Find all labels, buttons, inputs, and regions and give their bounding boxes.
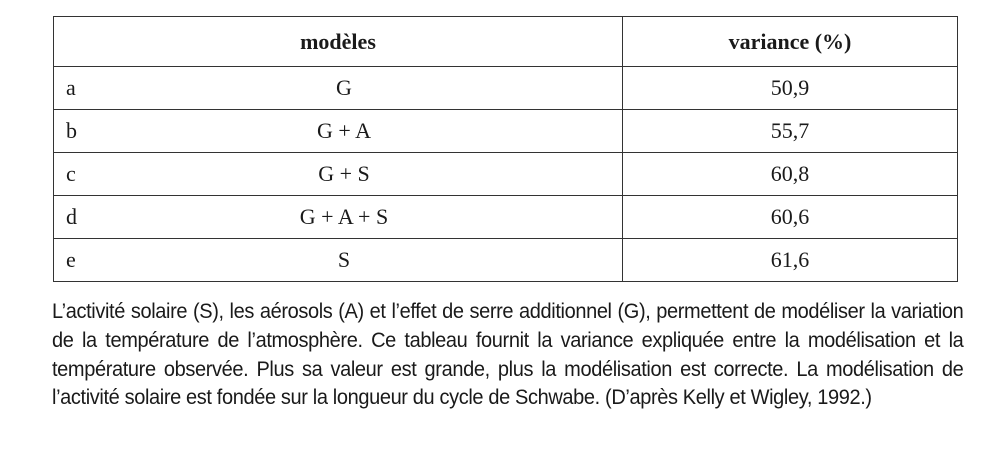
row-variance: 55,7 [622,109,958,153]
table-header-row: modèles variance (%) [53,16,958,67]
row-model: S [146,238,623,282]
header-variance: variance (%) [622,16,958,67]
header-models: modèles [53,16,623,67]
row-variance: 60,8 [622,152,958,196]
row-model: G + S [146,152,623,196]
table-row: a G 50,9 [53,66,958,110]
row-label: c [53,152,146,196]
row-variance: 60,6 [622,195,958,239]
row-model: G [146,66,623,110]
row-model: G + A + S [146,195,623,239]
row-label: b [53,109,146,153]
row-label: d [53,195,146,239]
variance-table: modèles variance (%) a G 50,9 b G + A 55,7 c G … [53,16,958,282]
row-label: e [53,238,146,282]
row-model: G + A [146,109,623,153]
row-variance: 50,9 [622,66,958,110]
table-row: e S 61,6 [53,238,958,282]
row-label: a [53,66,146,110]
row-variance: 61,6 [622,238,958,282]
table-caption: L’activité solaire (S), les aérosols (A)… [52,299,964,410]
